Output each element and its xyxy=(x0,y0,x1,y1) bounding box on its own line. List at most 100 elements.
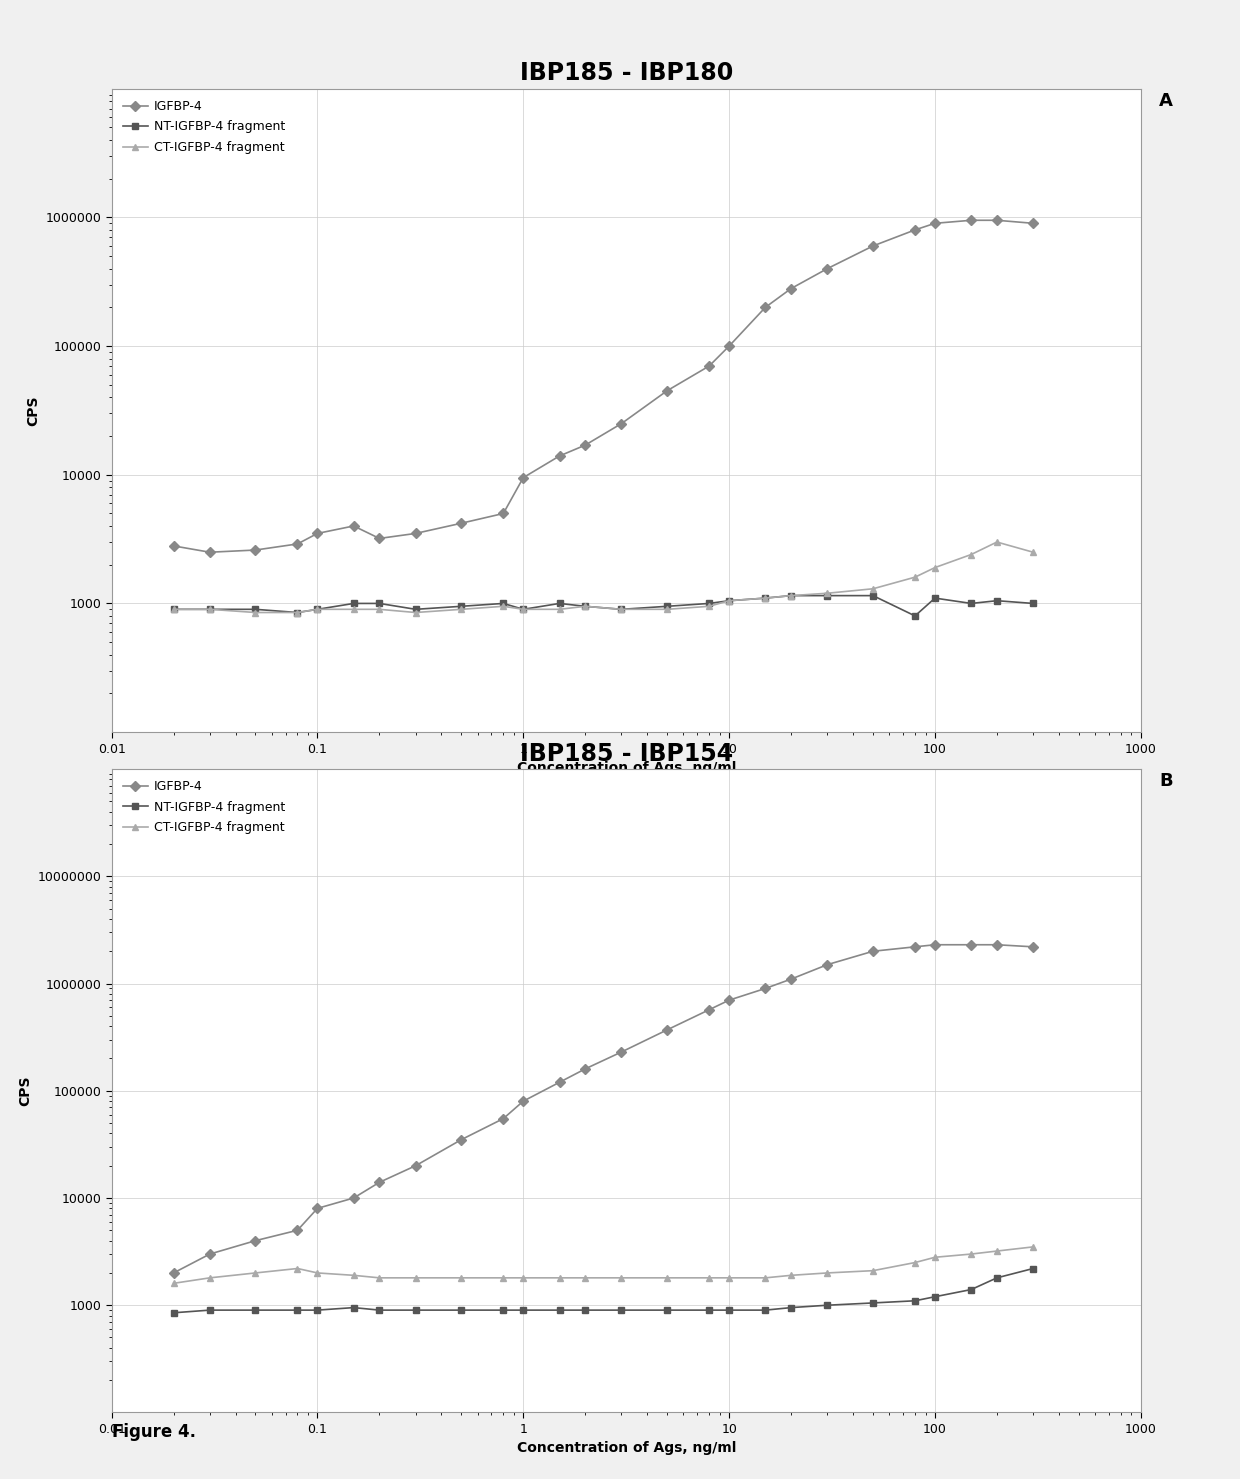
CT-IGFBP-4 fragment xyxy=(866,580,880,598)
IGFBP-4 xyxy=(578,1060,593,1078)
CT-IGFBP-4 fragment xyxy=(820,584,835,602)
CT-IGFBP-4 fragment xyxy=(454,1269,469,1287)
IGFBP-4 xyxy=(1025,214,1040,232)
Line: NT-IGFBP-4 fragment: NT-IGFBP-4 fragment xyxy=(170,592,1037,620)
NT-IGFBP-4 fragment xyxy=(552,595,567,612)
NT-IGFBP-4 fragment xyxy=(454,1302,469,1319)
IGFBP-4 xyxy=(248,541,263,559)
CT-IGFBP-4 fragment xyxy=(963,1245,978,1263)
CT-IGFBP-4 fragment xyxy=(963,546,978,563)
NT-IGFBP-4 fragment xyxy=(202,600,217,618)
IGFBP-4 xyxy=(990,211,1004,229)
IGFBP-4 xyxy=(310,525,325,543)
NT-IGFBP-4 fragment xyxy=(908,1291,923,1309)
CT-IGFBP-4 fragment xyxy=(758,1269,773,1287)
IGFBP-4 xyxy=(310,1199,325,1217)
NT-IGFBP-4 fragment xyxy=(372,595,387,612)
CT-IGFBP-4 fragment xyxy=(202,600,217,618)
Y-axis label: CPS: CPS xyxy=(26,395,40,426)
IGFBP-4 xyxy=(552,1074,567,1092)
IGFBP-4 xyxy=(702,1001,717,1019)
IGFBP-4 xyxy=(660,1021,675,1038)
NT-IGFBP-4 fragment xyxy=(820,1296,835,1313)
IGFBP-4 xyxy=(454,515,469,532)
NT-IGFBP-4 fragment xyxy=(660,1302,675,1319)
X-axis label: Concentration of Ags, ng/ml: Concentration of Ags, ng/ml xyxy=(517,1442,735,1455)
IGFBP-4 xyxy=(702,356,717,374)
NT-IGFBP-4 fragment xyxy=(578,598,593,615)
IGFBP-4 xyxy=(722,991,737,1009)
IGFBP-4 xyxy=(758,299,773,317)
CT-IGFBP-4 fragment xyxy=(552,1269,567,1287)
CT-IGFBP-4 fragment xyxy=(660,1269,675,1287)
IGFBP-4 xyxy=(496,1109,511,1127)
IGFBP-4 xyxy=(866,942,880,960)
CT-IGFBP-4 fragment xyxy=(614,1269,629,1287)
CT-IGFBP-4 fragment xyxy=(516,1269,531,1287)
CT-IGFBP-4 fragment xyxy=(928,559,942,577)
CT-IGFBP-4 fragment xyxy=(660,600,675,618)
CT-IGFBP-4 fragment xyxy=(722,592,737,609)
IGFBP-4 xyxy=(784,280,799,297)
IGFBP-4 xyxy=(202,1245,217,1263)
CT-IGFBP-4 fragment xyxy=(1025,1238,1040,1256)
IGFBP-4 xyxy=(820,955,835,973)
Line: IGFBP-4: IGFBP-4 xyxy=(170,941,1037,1276)
CT-IGFBP-4 fragment xyxy=(310,1265,325,1282)
IGFBP-4 xyxy=(552,447,567,464)
NT-IGFBP-4 fragment xyxy=(990,592,1004,609)
NT-IGFBP-4 fragment xyxy=(166,600,181,618)
CT-IGFBP-4 fragment xyxy=(1025,543,1040,561)
CT-IGFBP-4 fragment xyxy=(166,1275,181,1293)
CT-IGFBP-4 fragment xyxy=(166,600,181,618)
CT-IGFBP-4 fragment xyxy=(908,568,923,586)
CT-IGFBP-4 fragment xyxy=(702,1269,717,1287)
NT-IGFBP-4 fragment xyxy=(516,1302,531,1319)
NT-IGFBP-4 fragment xyxy=(758,1302,773,1319)
CT-IGFBP-4 fragment xyxy=(408,603,423,621)
IGFBP-4 xyxy=(166,537,181,555)
IGFBP-4 xyxy=(614,414,629,432)
NT-IGFBP-4 fragment xyxy=(758,589,773,606)
CT-IGFBP-4 fragment xyxy=(408,1269,423,1287)
NT-IGFBP-4 fragment xyxy=(310,1302,325,1319)
IGFBP-4 xyxy=(408,525,423,543)
IGFBP-4 xyxy=(963,211,978,229)
IGFBP-4 xyxy=(454,1131,469,1149)
IGFBP-4 xyxy=(722,337,737,355)
NT-IGFBP-4 fragment xyxy=(290,1302,305,1319)
NT-IGFBP-4 fragment xyxy=(408,600,423,618)
NT-IGFBP-4 fragment xyxy=(1025,595,1040,612)
Y-axis label: CPS: CPS xyxy=(17,1075,32,1106)
Text: Figure 4.: Figure 4. xyxy=(112,1423,196,1441)
NT-IGFBP-4 fragment xyxy=(963,595,978,612)
Legend: IGFBP-4, NT-IGFBP-4 fragment, CT-IGFBP-4 fragment: IGFBP-4, NT-IGFBP-4 fragment, CT-IGFBP-4… xyxy=(118,95,290,158)
NT-IGFBP-4 fragment xyxy=(1025,1260,1040,1278)
IGFBP-4 xyxy=(372,529,387,547)
CT-IGFBP-4 fragment xyxy=(578,1269,593,1287)
CT-IGFBP-4 fragment xyxy=(248,603,263,621)
NT-IGFBP-4 fragment xyxy=(614,600,629,618)
Line: IGFBP-4: IGFBP-4 xyxy=(170,217,1037,556)
NT-IGFBP-4 fragment xyxy=(614,1302,629,1319)
NT-IGFBP-4 fragment xyxy=(660,598,675,615)
Line: CT-IGFBP-4 fragment: CT-IGFBP-4 fragment xyxy=(170,538,1037,615)
CT-IGFBP-4 fragment xyxy=(496,1269,511,1287)
IGFBP-4 xyxy=(408,1157,423,1174)
IGFBP-4 xyxy=(202,543,217,561)
NT-IGFBP-4 fragment xyxy=(963,1281,978,1299)
IGFBP-4 xyxy=(908,220,923,238)
IGFBP-4 xyxy=(928,214,942,232)
Line: NT-IGFBP-4 fragment: NT-IGFBP-4 fragment xyxy=(170,1265,1037,1316)
NT-IGFBP-4 fragment xyxy=(928,589,942,606)
NT-IGFBP-4 fragment xyxy=(454,598,469,615)
CT-IGFBP-4 fragment xyxy=(758,589,773,606)
IGFBP-4 xyxy=(866,237,880,254)
NT-IGFBP-4 fragment xyxy=(346,595,361,612)
NT-IGFBP-4 fragment xyxy=(290,603,305,621)
NT-IGFBP-4 fragment xyxy=(516,600,531,618)
NT-IGFBP-4 fragment xyxy=(248,1302,263,1319)
NT-IGFBP-4 fragment xyxy=(310,600,325,618)
IGFBP-4 xyxy=(784,970,799,988)
CT-IGFBP-4 fragment xyxy=(908,1254,923,1272)
